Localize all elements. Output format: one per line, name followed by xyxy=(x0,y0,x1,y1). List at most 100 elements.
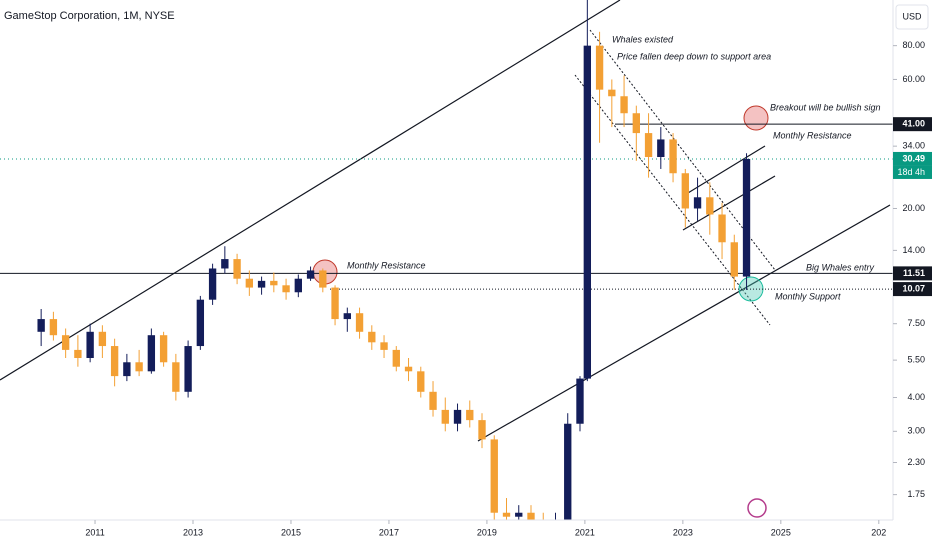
price-label-bg xyxy=(893,266,932,281)
candle-body xyxy=(49,319,58,336)
price-label-bg xyxy=(893,117,932,132)
candle-body xyxy=(478,420,486,440)
price-label: 11.51 xyxy=(903,268,925,278)
candle-body xyxy=(527,512,535,520)
y-tick-label: 1.75 xyxy=(907,489,925,499)
candle-body xyxy=(184,346,192,392)
candle-body xyxy=(564,423,572,520)
candle-body xyxy=(294,278,302,293)
currency: USD xyxy=(902,11,922,21)
candle-body xyxy=(730,242,738,277)
y-tick-label: 20.00 xyxy=(902,203,925,213)
price-label: 41.00 xyxy=(902,119,925,129)
candle-body xyxy=(583,45,592,379)
y-tick-label: 2.30 xyxy=(907,457,925,467)
candle-body xyxy=(245,278,254,288)
candle-body xyxy=(196,299,205,347)
candle-body xyxy=(502,512,511,517)
candle-body xyxy=(147,335,156,372)
x-tick-label: 2019 xyxy=(477,527,497,537)
annotation: Breakout will be bullish sign xyxy=(770,102,881,112)
candle-body xyxy=(135,362,143,372)
candle-body xyxy=(657,139,665,158)
y-tick-label: 14.00 xyxy=(902,245,925,255)
y-tick-label: 4.00 xyxy=(907,392,925,402)
candle-body xyxy=(693,197,702,209)
candle-body xyxy=(404,366,413,372)
candle-body xyxy=(453,409,462,424)
candle-body xyxy=(98,331,107,347)
candle-body xyxy=(159,335,168,363)
candle-body xyxy=(718,214,726,243)
annotation: Monthly Support xyxy=(775,291,841,301)
x-tick-label: 2025 xyxy=(771,527,791,537)
x-tick-label: 2015 xyxy=(281,527,301,537)
candle-body xyxy=(706,197,714,215)
countdown-bg xyxy=(893,165,932,179)
trend-line xyxy=(0,0,621,381)
y-tick-label: 3.00 xyxy=(907,426,925,436)
x-tick-label: 2011 xyxy=(85,527,104,537)
price-label-bg xyxy=(893,282,932,297)
candle-body xyxy=(632,113,640,134)
price-label: 30.49 xyxy=(902,153,925,163)
candle-body xyxy=(74,349,82,359)
trend-line xyxy=(477,204,891,442)
candle-body xyxy=(429,391,437,410)
x-tick-label: 2017 xyxy=(379,527,399,537)
countdown: 18d 4h xyxy=(897,167,925,177)
candle-body xyxy=(380,342,388,350)
annotation: Monthly Resistance xyxy=(347,260,426,270)
logo-icon[interactable] xyxy=(747,498,767,518)
y-tick-label: 7.50 xyxy=(907,318,925,328)
candle-body xyxy=(331,287,339,320)
marker-circle xyxy=(743,105,769,131)
y-tick-label: 34.00 xyxy=(902,141,925,151)
price-label: 10.07 xyxy=(902,283,925,293)
candle-body xyxy=(681,173,689,209)
candle-body xyxy=(466,409,474,421)
candle-body xyxy=(172,362,180,392)
x-tick-label: 2023 xyxy=(673,527,693,537)
candle-body xyxy=(417,371,425,392)
candle-body xyxy=(552,521,559,530)
candle-body xyxy=(490,439,498,513)
candle-body xyxy=(233,259,241,279)
candle-body xyxy=(61,335,70,350)
candle-body xyxy=(441,409,449,424)
annotation: Monthly Resistance xyxy=(773,130,852,140)
candle-body xyxy=(576,378,584,424)
candle-body xyxy=(282,285,290,293)
trend-line xyxy=(682,145,766,197)
candle-body xyxy=(540,521,547,530)
candle-body xyxy=(644,133,653,158)
price-label-bg xyxy=(893,151,932,166)
x-tick-label: 202 xyxy=(871,527,886,537)
candle-body xyxy=(515,512,523,517)
candle-body xyxy=(306,270,315,279)
candle-body xyxy=(742,158,751,277)
candle-body xyxy=(669,139,677,174)
candle-body xyxy=(37,319,45,332)
candle-body xyxy=(608,89,616,97)
currency-button[interactable] xyxy=(895,4,929,30)
y-tick-label: 60.00 xyxy=(902,74,925,84)
trend-line xyxy=(682,175,776,231)
candle-body xyxy=(620,96,628,114)
candle-body xyxy=(123,362,131,377)
annotation: Price fallen deep down to support area xyxy=(617,51,771,61)
y-tick-label: 5.50 xyxy=(907,354,925,364)
candle-body xyxy=(86,331,94,359)
plot-area xyxy=(0,0,893,530)
candle-body xyxy=(368,331,376,343)
x-tick-label: 2021 xyxy=(575,527,595,537)
candle-body xyxy=(595,45,604,90)
candle-body xyxy=(343,313,351,320)
candle-body xyxy=(208,268,217,300)
candle-body xyxy=(319,270,327,288)
channel-line xyxy=(574,74,771,326)
x-tick-label: 2013 xyxy=(183,527,203,537)
y-tick-label: 80.00 xyxy=(902,40,925,50)
candle-body xyxy=(110,346,119,377)
